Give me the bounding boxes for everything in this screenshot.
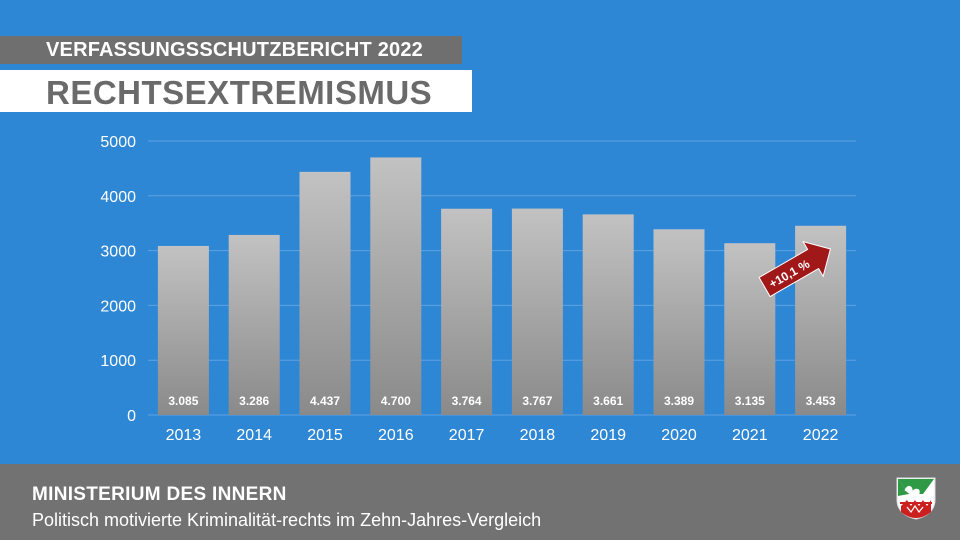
kicker-banner: VERFASSUNGSSCHUTZBERICHT 2022	[0, 36, 462, 64]
x-tick-label: 2014	[236, 427, 272, 444]
bar-value-label: 3.661	[593, 394, 623, 408]
x-tick-label: 2019	[590, 427, 626, 444]
bar-2017	[441, 208, 493, 415]
bar-2018	[511, 208, 563, 415]
bar-2013	[157, 245, 209, 415]
x-tick-label: 2013	[166, 427, 202, 444]
bar-value-label: 3.453	[806, 394, 836, 408]
bars: 3.085 3.286 4.437 4.700 3.764 3.767 3.661 3.389…	[157, 157, 847, 415]
bar-2014	[228, 234, 280, 415]
nrw-coat-of-arms-icon	[896, 477, 936, 520]
y-tick-label: 2000	[100, 298, 136, 315]
headline-text: RECHTSEXTREMISMUS	[46, 74, 433, 111]
y-tick-label: 1000	[100, 353, 136, 370]
y-tick-label: 3000	[100, 244, 136, 261]
bar-2021	[724, 243, 776, 415]
headline-banner: RECHTSEXTREMISMUS	[0, 70, 472, 112]
bar-value-label: 3.286	[239, 394, 269, 408]
bar-2020	[653, 229, 705, 415]
bar-2016	[370, 157, 422, 415]
y-tick-label: 0	[127, 408, 136, 425]
bar-value-label: 3.135	[735, 394, 765, 408]
bar-value-label: 3.085	[168, 394, 198, 408]
footer-bar: MINISTERIUM DES INNERN Politisch motivie…	[0, 464, 960, 540]
x-tick-label: 2022	[803, 427, 839, 444]
x-tick-label: 2015	[307, 427, 343, 444]
footer-subtitle: Politisch motivierte Kriminalität-rechts…	[32, 510, 542, 530]
arrow-icon	[758, 240, 832, 298]
x-tick-label: 2017	[449, 427, 485, 444]
x-tick-label: 2020	[661, 427, 697, 444]
x-tick-label: 2021	[732, 427, 768, 444]
x-tick-label: 2016	[378, 427, 414, 444]
bar-value-label: 3.767	[522, 394, 552, 408]
bar-2015	[299, 171, 351, 415]
y-axis-labels: 0 1000 2000 3000 4000 5000	[100, 134, 136, 425]
bar-value-label: 3.389	[664, 394, 694, 408]
bar-value-label: 4.700	[381, 394, 411, 408]
y-tick-label: 5000	[100, 134, 136, 151]
x-tick-label: 2018	[520, 427, 556, 444]
ministry-name: MINISTERIUM DES INNERN	[32, 484, 287, 505]
bar-2019	[582, 214, 634, 415]
bar-value-label: 3.764	[452, 394, 482, 408]
y-tick-label: 4000	[100, 189, 136, 206]
x-axis-labels: 2013 2014 2015 2016 2017 2018 2019 2020 2021 2022	[166, 427, 839, 444]
bar-chart: 3.085 3.286 4.437 4.700 3.764 3.767 3.661 3.389…	[100, 134, 856, 444]
bar-value-label: 4.437	[310, 394, 340, 408]
kicker-text: VERFASSUNGSSCHUTZBERICHT 2022	[46, 39, 423, 61]
